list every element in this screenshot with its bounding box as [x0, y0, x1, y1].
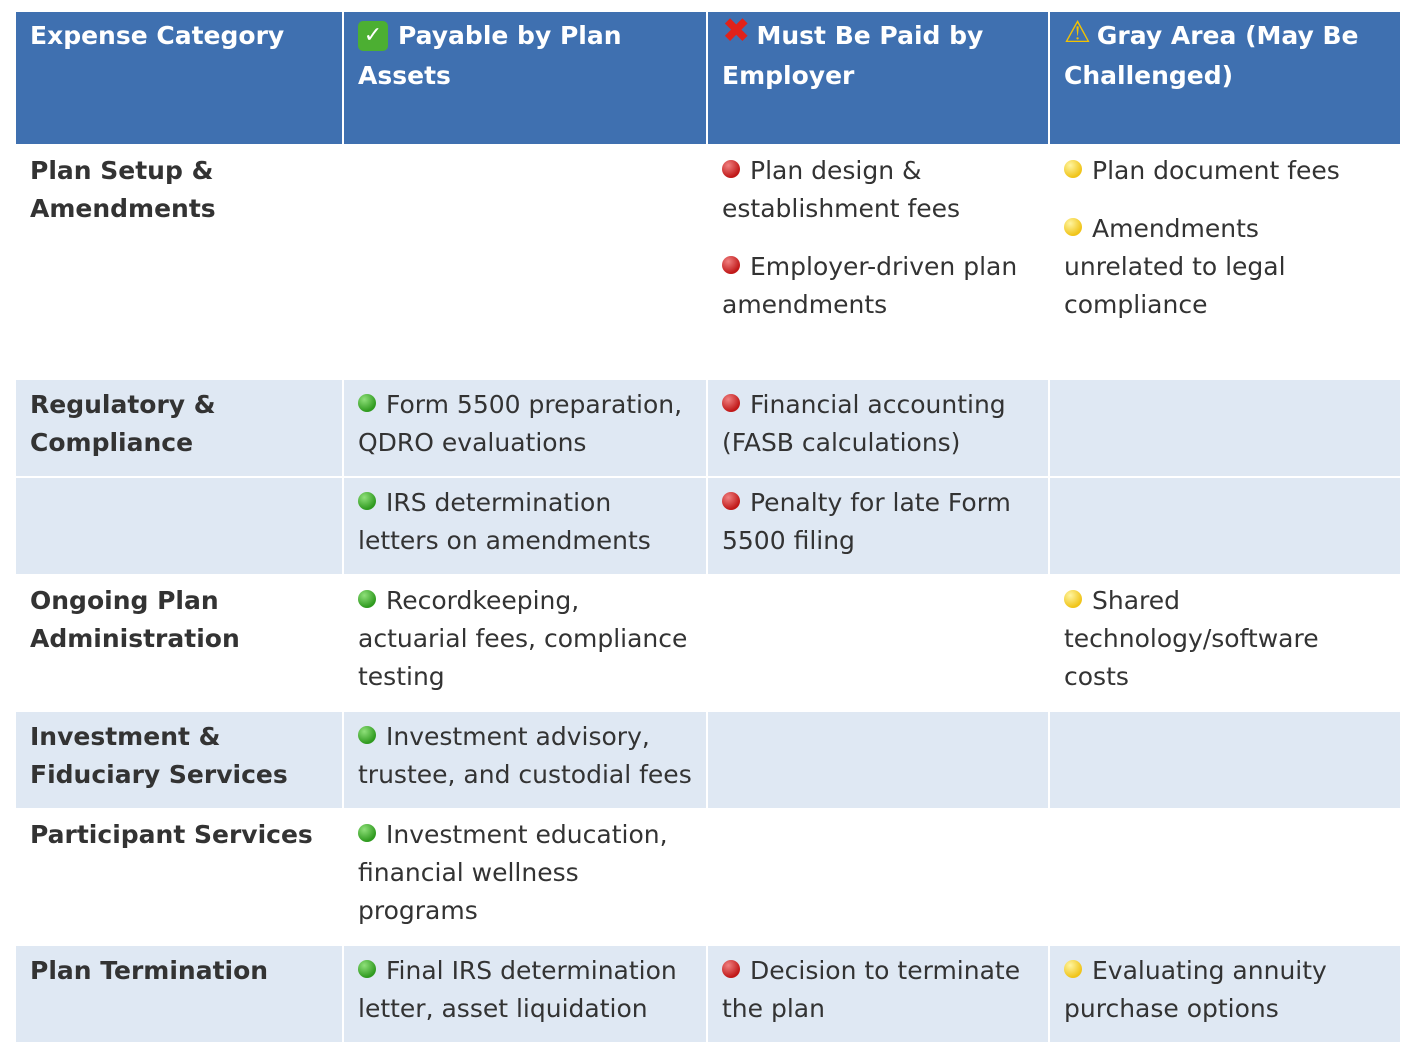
table-row: Ongoing Plan Administration Recordkeeping…: [16, 574, 1400, 711]
header-label: Payable by Plan Assets: [358, 21, 622, 90]
green-circle-icon: [358, 726, 376, 744]
employer-cell: Penalty for late Form 5500 filing: [706, 476, 1049, 575]
item-text: Form 5500 preparation, QDRO evaluations: [358, 390, 683, 457]
list-item: Plan design & establishment fees: [722, 152, 1034, 228]
list-item: Form 5500 preparation, QDRO evaluations: [358, 386, 692, 462]
header-gray-area: ⚠ Gray Area (May Be Challenged): [1048, 12, 1400, 145]
table-row: Plan Setup & Amendments Plan design & est…: [16, 144, 1400, 379]
yellow-circle-icon: [1064, 590, 1082, 608]
list-item: Recordkeeping, actuarial fees, complianc…: [358, 582, 692, 696]
green-circle-icon: [358, 492, 376, 510]
table-row: Plan Termination Final IRS determination …: [16, 944, 1400, 1042]
employer-cell: [706, 808, 1049, 945]
gray-area-cell: [1048, 378, 1400, 477]
list-item: Evaluating annuity purchase options: [1064, 952, 1386, 1028]
header-label: Gray Area (May Be Challenged): [1064, 21, 1359, 90]
item-text: Final IRS determination letter, asset li…: [358, 956, 677, 1023]
item-text: Plan design & establishment fees: [722, 156, 961, 223]
item-text: IRS determination letters on amendments: [358, 488, 651, 555]
gray-area-cell: Plan document fees Amendments unrelated t…: [1048, 144, 1400, 379]
gray-area-cell: [1048, 808, 1400, 945]
yellow-circle-icon: [1064, 960, 1082, 978]
plan-assets-cell: IRS determination letters on amendments: [342, 476, 707, 575]
gray-area-cell: [1048, 710, 1400, 809]
category-cell: Plan Setup & Amendments: [16, 144, 343, 379]
category-cell: [16, 476, 343, 575]
item-text: Amendments unrelated to legal compliance: [1064, 214, 1286, 319]
plan-assets-cell: Investment education, financial wellness…: [342, 808, 707, 945]
list-item: Financial accounting (FASB calculations): [722, 386, 1034, 462]
table-row: Regulatory & Compliance Form 5500 prepara…: [16, 378, 1400, 477]
expense-table: Expense Category ✓ Payable by Plan Assets…: [16, 12, 1400, 1042]
category-cell: Investment & Fiduciary Services: [16, 710, 343, 809]
header-label: Must Be Paid by Employer: [722, 21, 984, 90]
employer-cell: [706, 710, 1049, 809]
green-circle-icon: [358, 960, 376, 978]
list-item: Final IRS determination letter, asset li…: [358, 952, 692, 1028]
item-text: Investment education, financial wellness…: [358, 820, 668, 925]
item-text: Evaluating annuity purchase options: [1064, 956, 1327, 1023]
table-row: Participant Services Investment education…: [16, 808, 1400, 945]
green-circle-icon: [358, 394, 376, 412]
red-circle-icon: [722, 256, 740, 274]
yellow-circle-icon: [1064, 218, 1082, 236]
table-body: Plan Setup & Amendments Plan design & est…: [16, 144, 1400, 1042]
list-item: Penalty for late Form 5500 filing: [722, 484, 1034, 560]
item-text: Plan document fees: [1092, 156, 1340, 185]
item-text: Shared technology/software costs: [1064, 586, 1319, 691]
table-row: Investment & Fiduciary Services Investmen…: [16, 710, 1400, 809]
red-circle-icon: [722, 960, 740, 978]
check-icon: ✓: [358, 21, 388, 51]
item-text: Financial accounting (FASB calculations): [722, 390, 1006, 457]
cross-icon: ✖: [722, 11, 751, 51]
category-cell: Participant Services: [16, 808, 343, 945]
gray-area-cell: [1048, 476, 1400, 575]
item-text: Employer-driven plan amendments: [722, 252, 1018, 319]
header-employer: ✖ Must Be Paid by Employer: [706, 11, 1049, 145]
red-circle-icon: [722, 160, 740, 178]
table-row: IRS determination letters on amendments P…: [16, 476, 1400, 575]
plan-assets-cell: Form 5500 preparation, QDRO evaluations: [342, 378, 707, 477]
plan-assets-cell: Investment advisory, trustee, and custod…: [342, 710, 707, 809]
item-text: Recordkeeping, actuarial fees, complianc…: [358, 586, 688, 691]
list-item: Shared technology/software costs: [1064, 582, 1386, 696]
item-text: Investment advisory, trustee, and custod…: [358, 722, 692, 789]
employer-cell: Decision to terminate the plan: [706, 944, 1049, 1042]
item-text: Decision to terminate the plan: [722, 956, 1021, 1023]
list-item: Plan document fees: [1064, 152, 1386, 190]
header-expense-category: Expense Category: [16, 12, 343, 145]
category-cell: Regulatory & Compliance: [16, 378, 343, 477]
warning-icon: ⚠: [1064, 15, 1091, 50]
employer-cell: Financial accounting (FASB calculations): [706, 378, 1049, 477]
plan-assets-cell: Recordkeeping, actuarial fees, complianc…: [342, 574, 707, 711]
list-item: Employer-driven plan amendments: [722, 248, 1034, 324]
list-item: IRS determination letters on amendments: [358, 484, 692, 560]
plan-assets-cell: [342, 144, 707, 379]
item-text: Penalty for late Form 5500 filing: [722, 488, 1011, 555]
green-circle-icon: [358, 590, 376, 608]
red-circle-icon: [722, 492, 740, 510]
category-cell: Ongoing Plan Administration: [16, 574, 343, 711]
list-item: Amendments unrelated to legal compliance: [1064, 210, 1386, 324]
employer-cell: Plan design & establishment fees Employer…: [706, 144, 1049, 379]
list-item: Investment education, financial wellness…: [358, 816, 692, 930]
yellow-circle-icon: [1064, 160, 1082, 178]
plan-assets-cell: Final IRS determination letter, asset li…: [342, 944, 707, 1042]
list-item: Decision to terminate the plan: [722, 952, 1034, 1028]
gray-area-cell: Evaluating annuity purchase options: [1048, 944, 1400, 1042]
list-item: Investment advisory, trustee, and custod…: [358, 718, 692, 794]
header-label: Expense Category: [30, 21, 285, 50]
red-circle-icon: [722, 394, 740, 412]
employer-cell: [706, 574, 1049, 711]
gray-area-cell: Shared technology/software costs: [1048, 574, 1400, 711]
header-plan-assets: ✓ Payable by Plan Assets: [342, 12, 707, 145]
category-cell: Plan Termination: [16, 944, 343, 1042]
header-row: Expense Category ✓ Payable by Plan Assets…: [16, 12, 1400, 145]
green-circle-icon: [358, 824, 376, 842]
